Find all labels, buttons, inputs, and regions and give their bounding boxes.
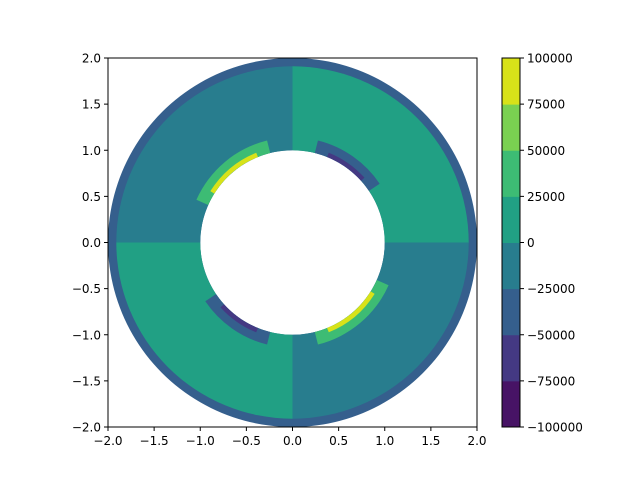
colorbar-tick-label: 75000: [527, 98, 565, 112]
colorbar-segment: [502, 334, 520, 382]
contour-inner-extreme-2: [327, 152, 365, 181]
y-tick-label: 1.0: [82, 144, 101, 158]
y-axis: −2.0 −1.5 −1.0 −0.5 0.0 0.5 1.0 1.5 2.0: [72, 52, 108, 435]
colorbar-tick-label: −100000: [527, 421, 583, 435]
colorbar-segment: [502, 196, 520, 243]
contour-inner-extreme-0: [210, 152, 258, 194]
contour-region-1: [116, 66, 293, 243]
colorbar: −100000 −75000 −50000 −25000 0 25000 50000 7500…: [501, 52, 583, 435]
colorbar-tick-label: 50000: [527, 144, 565, 158]
colorbar-tick-label: 25000: [527, 190, 565, 204]
x-tick-label: 2.0: [467, 434, 486, 448]
colorbar-segment: [502, 380, 520, 428]
contour-inner-extreme-3: [220, 304, 258, 333]
colorbar-segment: [502, 150, 520, 197]
x-axis: −2.0 −1.5 −1.0 −0.5 0.0 0.5 1.0 1.5 2.0: [93, 427, 487, 448]
contour-plot: [108, 58, 477, 427]
colorbar-segment: [502, 104, 520, 151]
contour-region-2: [116, 242, 293, 419]
y-tick-label: −0.5: [72, 282, 101, 296]
y-tick-label: −1.0: [72, 328, 101, 342]
colorbar-segment: [502, 242, 520, 290]
x-tick-label: −1.0: [186, 434, 215, 448]
x-tick-label: 1.0: [375, 434, 394, 448]
x-tick-label: 0.5: [329, 434, 348, 448]
y-tick-label: 0.5: [82, 190, 101, 204]
x-tick-label: −1.5: [140, 434, 169, 448]
x-tick-label: 0.0: [283, 434, 302, 448]
colorbar-tick-label: −25000: [527, 282, 575, 296]
y-tick-label: −2.0: [72, 421, 101, 435]
y-tick-label: 2.0: [82, 52, 101, 66]
y-tick-label: −1.5: [72, 374, 101, 388]
colorbar-segment: [502, 288, 520, 336]
colorbar-tick-label: 100000: [527, 52, 573, 66]
colorbar-segment: [502, 58, 520, 105]
y-tick-label: 0.0: [82, 236, 101, 250]
contour-region-0: [292, 66, 469, 243]
colorbar-tick-label: −50000: [527, 328, 575, 342]
x-tick-label: −2.0: [93, 434, 122, 448]
y-tick-label: 1.5: [82, 98, 101, 112]
contour-region-3: [292, 242, 469, 419]
x-tick-label: −0.5: [232, 434, 261, 448]
contour-inner-extreme-1: [327, 291, 375, 333]
colorbar-tick-label: −75000: [527, 374, 575, 388]
x-tick-label: 1.5: [421, 434, 440, 448]
colorbar-tick-label: 0: [527, 236, 535, 250]
